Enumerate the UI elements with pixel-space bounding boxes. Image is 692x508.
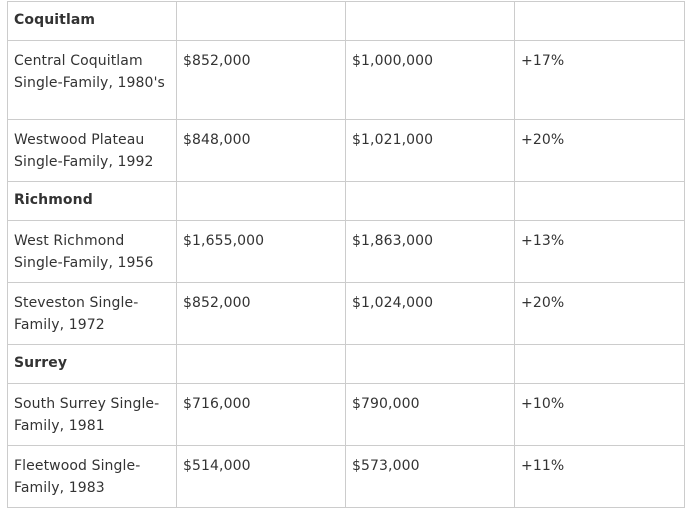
empty-cell: [176, 1, 346, 41]
region-name: Coquitlam: [7, 1, 177, 41]
table-row: Fleetwood Single-Family, 1983 $514,000 $…: [7, 445, 685, 508]
empty-cell: [345, 1, 515, 41]
section-row-surrey: Surrey: [7, 344, 685, 384]
price-after-cell: $1,863,000: [345, 220, 515, 283]
change-cell: +20%: [514, 119, 685, 182]
property-cell: Steveston Single-Family, 1972: [7, 282, 177, 345]
price-after-cell: $1,021,000: [345, 119, 515, 182]
price-before-cell: $514,000: [176, 445, 346, 508]
region-name: Richmond: [7, 181, 177, 221]
empty-cell: [514, 344, 685, 384]
price-after-cell: $1,000,000: [345, 40, 515, 120]
change-cell: +11%: [514, 445, 685, 508]
price-comparison-table: Coquitlam Central Coquitlam Single-Famil…: [7, 1, 685, 508]
empty-cell: [514, 1, 685, 41]
price-before-cell: $852,000: [176, 40, 346, 120]
price-before-cell: $716,000: [176, 383, 346, 446]
property-cell: West Richmond Single-Family, 1956: [7, 220, 177, 283]
section-row-coquitlam: Coquitlam: [7, 1, 685, 41]
table-row: Central Coquitlam Single-Family, 1980's …: [7, 40, 685, 120]
section-row-richmond: Richmond: [7, 181, 685, 221]
property-cell: Central Coquitlam Single-Family, 1980's: [7, 40, 177, 120]
property-cell: Westwood Plateau Single-Family, 1992: [7, 119, 177, 182]
price-after-cell: $1,024,000: [345, 282, 515, 345]
change-cell: +13%: [514, 220, 685, 283]
empty-cell: [345, 181, 515, 221]
change-cell: +20%: [514, 282, 685, 345]
change-cell: +17%: [514, 40, 685, 120]
price-after-cell: $573,000: [345, 445, 515, 508]
table-row: South Surrey Single-Family, 1981 $716,00…: [7, 383, 685, 446]
region-name: Surrey: [7, 344, 177, 384]
empty-cell: [176, 181, 346, 221]
table-row: Westwood Plateau Single-Family, 1992 $84…: [7, 119, 685, 182]
property-cell: Fleetwood Single-Family, 1983: [7, 445, 177, 508]
price-after-cell: $790,000: [345, 383, 515, 446]
property-cell: South Surrey Single-Family, 1981: [7, 383, 177, 446]
change-cell: +10%: [514, 383, 685, 446]
price-before-cell: $848,000: [176, 119, 346, 182]
table-row: Steveston Single-Family, 1972 $852,000 $…: [7, 282, 685, 345]
table-row: West Richmond Single-Family, 1956 $1,655…: [7, 220, 685, 283]
price-before-cell: $1,655,000: [176, 220, 346, 283]
price-before-cell: $852,000: [176, 282, 346, 345]
empty-cell: [514, 181, 685, 221]
empty-cell: [176, 344, 346, 384]
empty-cell: [345, 344, 515, 384]
